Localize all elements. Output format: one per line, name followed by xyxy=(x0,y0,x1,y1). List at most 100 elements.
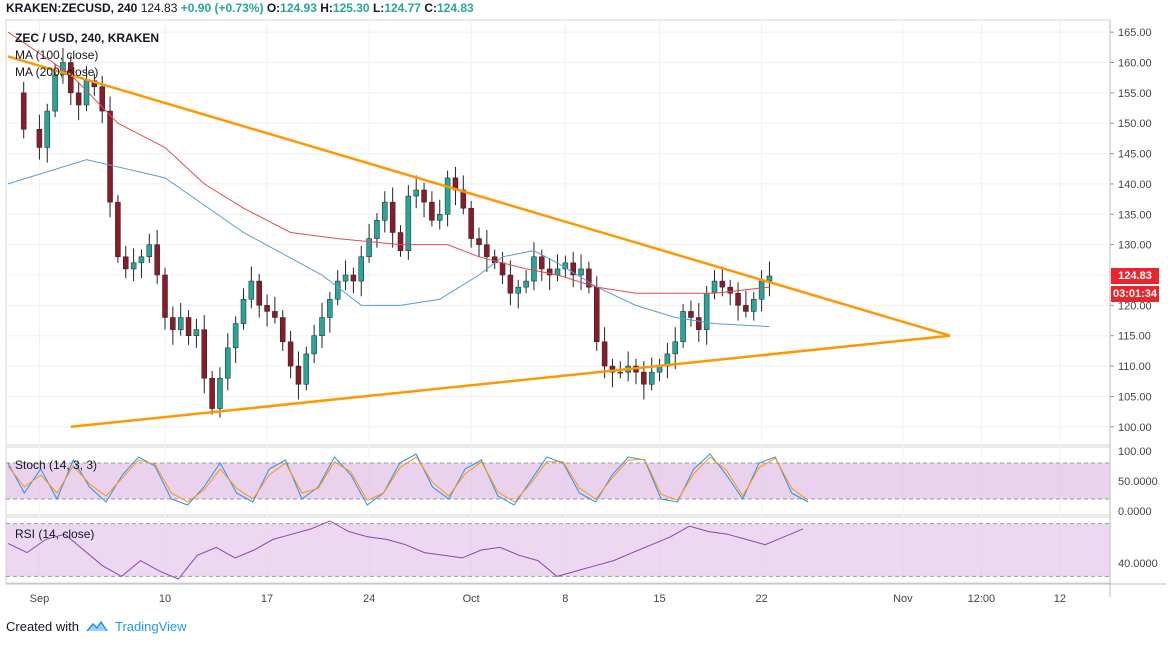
candle-body xyxy=(295,365,302,385)
candle-body xyxy=(688,311,694,318)
stoch-line-d xyxy=(7,456,809,503)
candle-body xyxy=(531,256,537,282)
candle-body xyxy=(303,353,310,385)
candle-body xyxy=(115,201,121,258)
candle-body xyxy=(382,201,388,221)
x-tick-label: 24 xyxy=(363,593,375,605)
candle-body xyxy=(130,262,137,270)
open-label: O: xyxy=(266,1,281,15)
candle-body xyxy=(75,92,82,106)
stoch-line-k xyxy=(7,453,809,506)
candle-body xyxy=(107,110,113,203)
candle-body xyxy=(421,189,427,203)
candle-body xyxy=(405,195,412,251)
candle-body xyxy=(60,62,66,75)
candle-body xyxy=(123,256,129,270)
candle-body xyxy=(327,299,333,318)
last-price-badge: 124.83 xyxy=(1111,268,1159,284)
candle-body xyxy=(99,86,105,112)
candle-body xyxy=(146,244,153,258)
candle-body xyxy=(499,262,506,276)
x-tick-label: 8 xyxy=(562,593,568,605)
y-tick-label: 120.00 xyxy=(1118,300,1152,312)
candle-body xyxy=(36,129,43,148)
tradingview-brand[interactable]: TradingView xyxy=(114,619,187,634)
high-label: H: xyxy=(320,1,333,15)
x-tick-label: 22 xyxy=(755,593,767,605)
candle-body xyxy=(586,268,592,288)
candle-body xyxy=(342,274,349,282)
y-tick-label: 155.00 xyxy=(1118,88,1152,100)
candle-body xyxy=(287,341,294,367)
candle-body xyxy=(209,377,215,409)
countdown-badge: 03:01:34 xyxy=(1111,286,1159,302)
price-change: +0.90 (+0.73%) xyxy=(180,1,264,15)
candle-body xyxy=(193,329,200,336)
last-price: 124.83 xyxy=(140,1,178,15)
candle-body xyxy=(256,280,262,306)
stoch-legend[interactable]: Stoch (14, 3, 3) xyxy=(15,458,98,472)
candle-body xyxy=(751,299,757,312)
candle-body xyxy=(334,280,341,300)
high-value: 125.30 xyxy=(332,1,370,15)
main-pane xyxy=(5,19,1111,446)
candle-body xyxy=(162,274,168,318)
candle-body xyxy=(248,280,255,300)
x-tick-label: 12:00 xyxy=(968,593,996,605)
trendline-upper xyxy=(7,55,951,337)
chart-title: ZEC / USD, 240, KRAKEN xyxy=(15,31,160,45)
y-tick-label: 145.00 xyxy=(1118,149,1152,161)
candle-body xyxy=(680,311,686,343)
candle-body xyxy=(735,292,741,306)
ma200-legend[interactable]: MA (200, close) xyxy=(15,65,99,79)
symbol-header: KRAKEN:ZECUSD, 240 124.83 +0.90 (+0.73%)… xyxy=(6,1,474,15)
stoch-tick-label: 100.00 xyxy=(1118,446,1152,458)
candle-body xyxy=(366,238,372,258)
trendline-lower xyxy=(70,334,951,429)
y-tick-label: 130.00 xyxy=(1118,240,1152,252)
candle-body xyxy=(515,286,521,294)
y-tick-label: 165.00 xyxy=(1118,27,1152,39)
y-tick-label: 110.00 xyxy=(1118,361,1151,373)
close-label: C: xyxy=(424,1,437,15)
candle-body xyxy=(743,305,749,312)
candle-body xyxy=(225,347,231,379)
candle-body xyxy=(374,220,380,239)
candle-body xyxy=(185,317,192,336)
y-tick-label: 100.00 xyxy=(1118,422,1152,434)
candle-body xyxy=(703,292,710,330)
y-tick-label: 135.00 xyxy=(1118,209,1152,221)
candle-body xyxy=(601,341,608,367)
candle-body xyxy=(201,329,207,379)
candle-body xyxy=(217,377,223,409)
candle-body xyxy=(280,317,286,343)
footer: Created with TradingView xyxy=(6,619,187,634)
x-tick-label: 10 xyxy=(159,593,171,605)
candle-body xyxy=(578,268,584,276)
symbol-label: KRAKEN:ZECUSD, 240 xyxy=(6,1,138,15)
candle-body xyxy=(358,256,364,282)
y-tick-label: 160.00 xyxy=(1118,58,1152,70)
candle-body xyxy=(507,274,514,294)
tradingview-logo-icon xyxy=(86,620,108,631)
candle-body xyxy=(641,371,647,385)
x-tick-label: Sep xyxy=(30,593,50,605)
candle-body xyxy=(20,92,27,130)
candle-body xyxy=(594,286,600,343)
rsi-legend[interactable]: RSI (14, close) xyxy=(15,527,95,541)
y-tick-label: 105.00 xyxy=(1118,391,1152,403)
candle-body xyxy=(617,371,624,374)
candle-body xyxy=(468,207,474,239)
y-tick-label: 150.00 xyxy=(1118,118,1152,130)
candle-body xyxy=(484,244,490,258)
close-value: 124.83 xyxy=(436,1,474,15)
candle-body xyxy=(177,317,184,330)
ma100-legend[interactable]: MA (100, close) xyxy=(15,48,99,62)
candle-body xyxy=(460,189,467,209)
candle-body xyxy=(52,74,58,112)
y-tick-label: 115.00 xyxy=(1118,331,1151,343)
stoch-tick-label: 0.0000 xyxy=(1118,506,1152,518)
candle-body xyxy=(476,238,482,245)
